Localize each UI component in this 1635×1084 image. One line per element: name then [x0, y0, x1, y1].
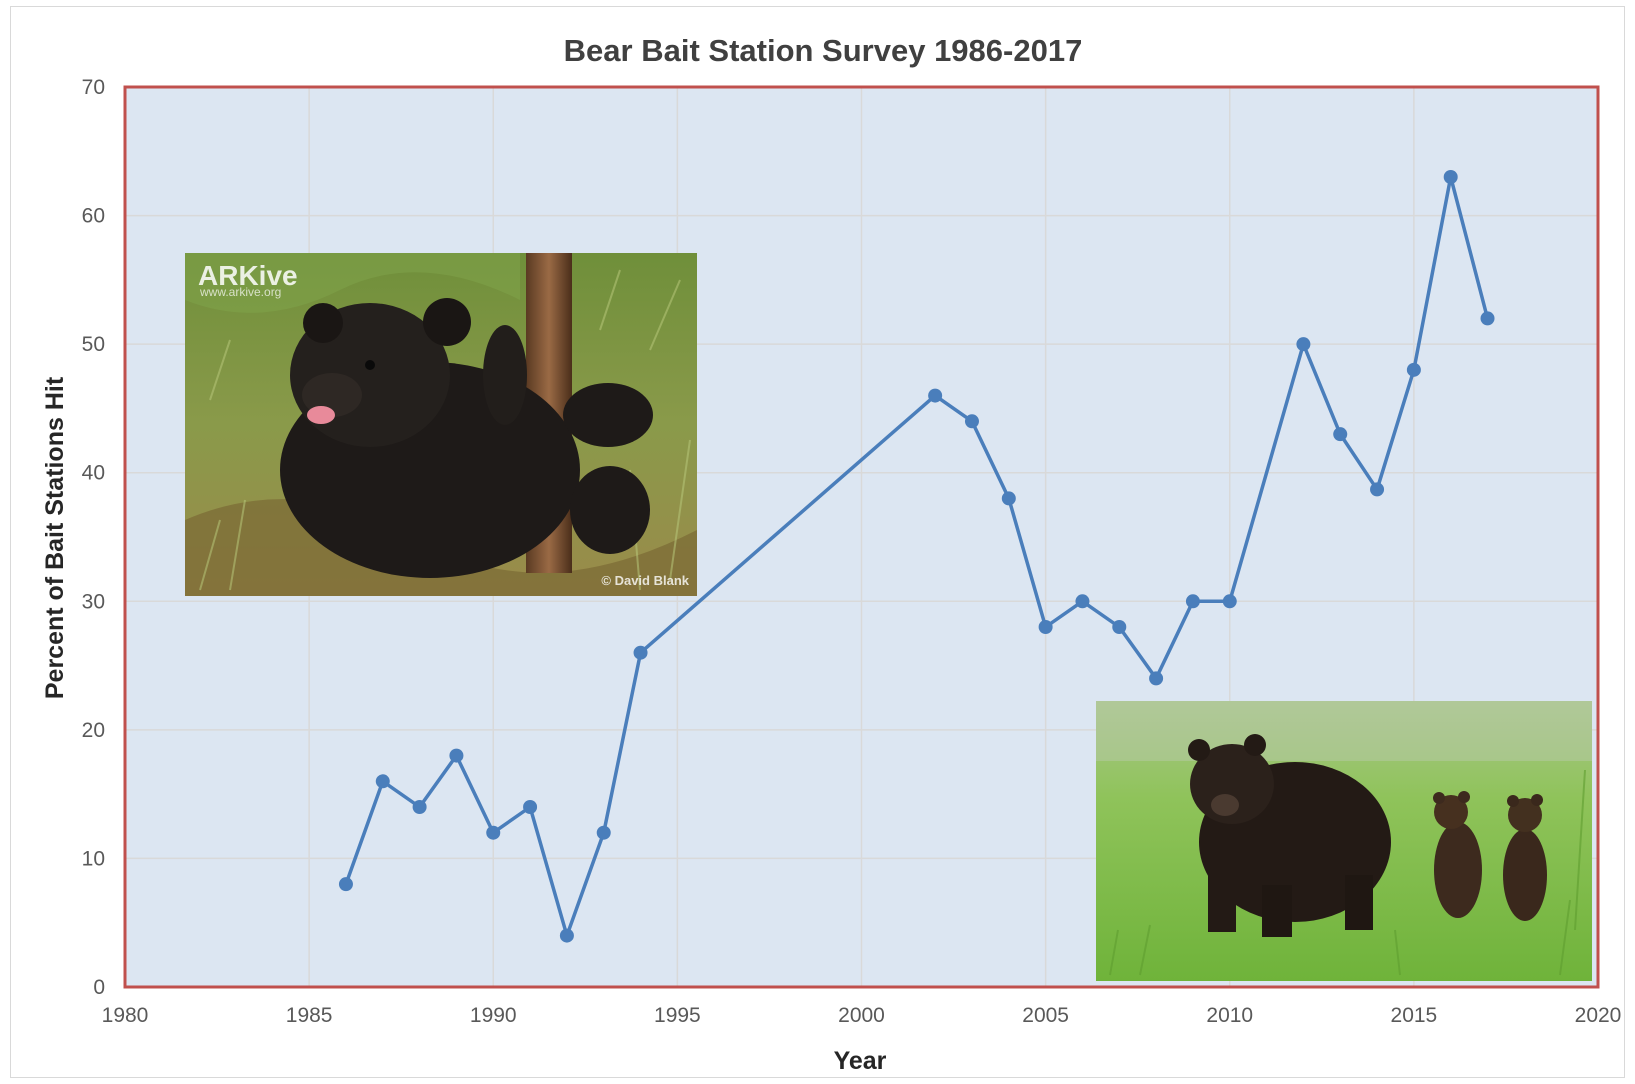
photo-watermark: ARKive	[198, 260, 298, 291]
x-tick-label: 1985	[286, 1004, 333, 1027]
x-tick-label: 1990	[470, 1004, 517, 1027]
y-tick-label: 0	[93, 976, 105, 999]
data-point	[412, 800, 427, 814]
data-point	[1112, 620, 1127, 634]
x-tick-labels: 1980 1985 1990 1995 2000 2005 2010 2015 2020	[102, 1004, 1622, 1027]
data-point	[1480, 311, 1495, 326]
y-tick-label: 30	[82, 590, 105, 613]
data-point	[1149, 671, 1164, 686]
chart-frame	[10, 6, 1625, 1078]
data-point	[486, 825, 501, 840]
data-point	[559, 928, 574, 943]
y-tick-labels: 0 10 20 30 40 50 60 70	[82, 76, 105, 999]
data-point	[338, 877, 353, 892]
y-tick-label: 70	[82, 76, 105, 99]
data-point	[1296, 337, 1311, 352]
x-axis-title: Year	[834, 1047, 887, 1075]
data-point	[633, 645, 648, 660]
data-point	[449, 748, 464, 763]
x-tick-label: 2010	[1206, 1004, 1253, 1027]
series-line	[344, 175, 1490, 938]
data-point	[1222, 594, 1237, 609]
data-point	[1038, 620, 1053, 634]
y-tick-label: 20	[82, 719, 105, 742]
data-point	[964, 414, 979, 429]
x-tick-label: 2020	[1575, 1004, 1622, 1027]
data-point	[1185, 594, 1200, 609]
x-tick-label: 1980	[102, 1004, 149, 1027]
photo-credit: © David Blank	[601, 573, 689, 588]
data-point	[1406, 362, 1421, 377]
photo-watermark-url: www.arkive.org	[199, 285, 281, 299]
data-point	[1370, 482, 1385, 497]
bear-cub-photo: ARKive www.arkive.org © David Blank	[185, 253, 697, 596]
data-point	[523, 800, 538, 814]
data-point	[1333, 427, 1348, 442]
bear-family-photo	[1096, 701, 1592, 981]
y-tick-label: 50	[82, 333, 105, 356]
x-tick-label: 2005	[1022, 1004, 1069, 1027]
y-axis-title: Percent of Bait Stations Hit	[41, 376, 69, 699]
y-tick-label: 40	[82, 462, 105, 485]
data-point	[1001, 491, 1016, 506]
plot-border	[123, 85, 1600, 989]
x-tick-label: 1995	[654, 1004, 701, 1027]
y-tick-label: 10	[82, 847, 105, 870]
data-point	[375, 774, 390, 789]
data-point	[1443, 170, 1458, 184]
x-tick-label: 2015	[1391, 1004, 1438, 1027]
data-point	[928, 388, 943, 403]
data-point	[1075, 594, 1090, 609]
x-tick-label: 2000	[838, 1004, 885, 1027]
y-tick-label: 60	[82, 205, 105, 228]
series-layer	[338, 170, 1495, 943]
data-point	[596, 825, 611, 840]
chart-title: Bear Bait Station Survey 1986-2017	[564, 33, 1083, 68]
